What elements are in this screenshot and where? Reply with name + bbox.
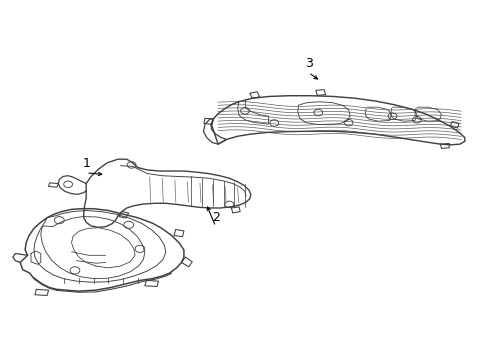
Text: 2: 2	[212, 211, 220, 224]
Text: 3: 3	[305, 57, 313, 70]
Text: 1: 1	[82, 157, 90, 170]
